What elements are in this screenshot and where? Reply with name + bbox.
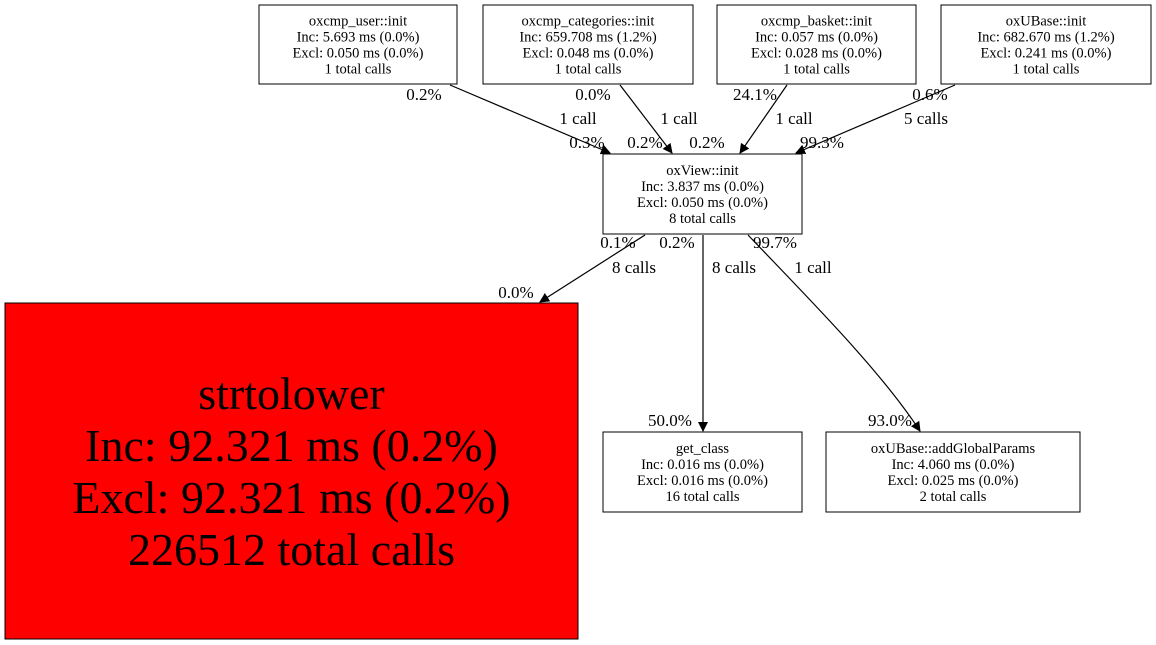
node-box: [716, 4, 917, 85]
edge-view-to-strtolower: 0.1% 8 calls 0.0%: [498, 233, 656, 303]
edge-categories-to-view: 0.0% 1 call 0.2%: [575, 84, 698, 154]
edge-head-label: 93.0%: [868, 411, 912, 430]
node-box: [482, 4, 694, 85]
node-box: [940, 4, 1152, 85]
edge-call-label: 8 calls: [612, 258, 656, 277]
edge-tail-label: 0.1%: [600, 233, 635, 252]
edge-call-label: 1 call: [660, 109, 698, 128]
edge-view-to-getclass: 0.2% 8 calls 50.0%: [648, 233, 756, 432]
node-excl: Excl: 0.050 ms (0.0%): [293, 46, 424, 62]
node-inc: Inc: 3.837 ms (0.0%): [641, 179, 764, 195]
node-excl: Excl: 0.050 ms (0.0%): [637, 195, 768, 211]
node-box: [825, 431, 1081, 513]
edge-head-label: 99.3%: [800, 133, 844, 152]
edge-tail-label: 24.1%: [733, 85, 777, 104]
edge-basket-to-view: 24.1% 1 call 0.2%: [689, 84, 813, 154]
node-excl: Excl: 0.048 ms (0.0%): [523, 46, 654, 62]
edge-arrow: [739, 84, 788, 154]
node-inc: Inc: 92.321 ms (0.2%): [85, 420, 498, 471]
node-inc: Inc: 682.670 ms (1.2%): [977, 30, 1114, 46]
edge-head-label: 0.0%: [498, 283, 533, 302]
edge-head-label: 0.2%: [689, 133, 724, 152]
node-calls: 2 total calls: [920, 489, 987, 505]
node-name: oxcmp_basket::init: [761, 14, 872, 30]
node-inc: Inc: 4.060 ms (0.0%): [892, 457, 1015, 473]
edge-arrow: [795, 84, 956, 155]
node-calls: 1 total calls: [1013, 62, 1080, 78]
node-excl: Excl: 0.028 ms (0.0%): [751, 46, 882, 62]
node-calls: 226512 total calls: [128, 524, 455, 575]
node-calls: 8 total calls: [669, 211, 736, 227]
node-box: [602, 153, 803, 235]
edge-tail-label: 0.2%: [406, 85, 441, 104]
edge-tail-label: 0.2%: [659, 233, 694, 252]
node-inc: Inc: 659.708 ms (1.2%): [519, 30, 656, 46]
node-inc: Inc: 0.057 ms (0.0%): [755, 30, 878, 46]
edge-call-label: 1 call: [559, 109, 597, 128]
node-name: oxView::init: [666, 163, 738, 179]
node-calls: 1 total calls: [325, 62, 392, 78]
node-excl: Excl: 0.241 ms (0.0%): [981, 46, 1112, 62]
edge-call-label: 5 calls: [904, 109, 948, 128]
edge-call-label: 1 call: [794, 258, 832, 277]
edge-head-label: 50.0%: [648, 411, 692, 430]
edge-arrow: [619, 84, 673, 154]
edge-ubaseinit-to-view: 0.6% 5 calls 99.3%: [795, 84, 956, 155]
edge-user-to-view: 0.2% 1 call 0.3%: [406, 84, 611, 155]
node-inc: Inc: 0.016 ms (0.0%): [641, 457, 764, 473]
edge-tail-label: 0.6%: [912, 85, 947, 104]
node-box: [602, 431, 803, 513]
node-excl: Excl: 92.321 ms (0.2%): [72, 472, 510, 523]
node-inc: Inc: 5.693 ms (0.0%): [297, 30, 420, 46]
edge-arrow: [539, 234, 646, 303]
edge-view-to-addglobal: 99.7% 1 call 93.0%: [747, 233, 921, 432]
node-excl: Excl: 0.016 ms (0.0%): [637, 473, 768, 489]
node-name: oxcmp_user::init: [309, 14, 407, 30]
node-name: get_class: [676, 441, 730, 457]
node-excl: Excl: 0.025 ms (0.0%): [888, 473, 1019, 489]
node-calls: 1 total calls: [555, 62, 622, 78]
edge-call-label: 1 call: [775, 109, 813, 128]
node-box: [4, 302, 579, 640]
edge-arrow: [747, 234, 921, 432]
edge-head-label: 0.3%: [569, 133, 604, 152]
edge-tail-label: 0.0%: [575, 85, 610, 104]
edge-call-label: 8 calls: [712, 258, 756, 277]
node-name: oxUBase::init: [1006, 14, 1087, 30]
node-box: [258, 4, 458, 85]
node-calls: 1 total calls: [783, 62, 850, 78]
node-calls: 16 total calls: [665, 489, 739, 505]
node-name: strtolower: [198, 368, 385, 419]
edge-head-label: 0.2%: [627, 133, 662, 152]
node-name: oxUBase::addGlobalParams: [871, 441, 1036, 457]
node-name: oxcmp_categories::init: [522, 14, 655, 30]
edge-arrow: [449, 84, 611, 155]
edge-tail-label: 99.7%: [753, 233, 797, 252]
